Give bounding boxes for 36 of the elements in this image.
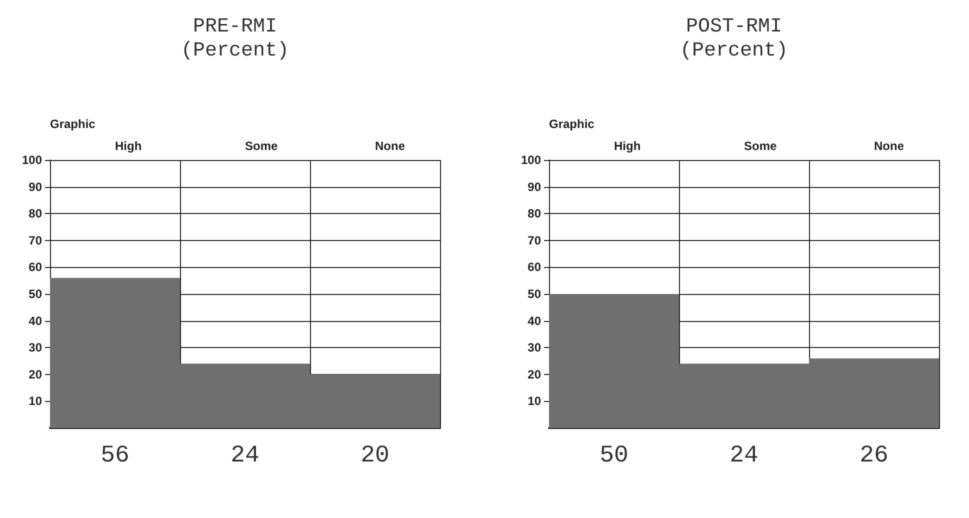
x-tick-label: None (874, 139, 904, 153)
chart-title: POST-RMI (Percent) (680, 16, 788, 62)
y-tick-label: 60 (28, 260, 42, 274)
y-tick-label: 90 (28, 180, 42, 194)
y-tick-label: 30 (28, 340, 42, 355)
y-tick-label: 80 (528, 206, 542, 221)
data-label: 56 (100, 442, 130, 470)
x-tick-label: Some (245, 139, 278, 153)
chart-title: PRE-RMI (Percent) (180, 16, 290, 62)
y-tick-label: 100 (520, 153, 542, 167)
y-tick-label: 40 (528, 314, 542, 328)
y-tick-label: 20 (28, 367, 42, 382)
data-label: 24 (230, 442, 260, 470)
y-tick-label: 80 (28, 206, 42, 221)
x-tick-label: High (614, 139, 641, 153)
data-label: 24 (730, 442, 758, 470)
y-tick-label: 70 (528, 233, 542, 248)
data-label: 26 (860, 442, 888, 470)
x-axis-title: Graphic (549, 117, 595, 131)
y-tick-label: 20 (528, 367, 542, 382)
y-tick-label: 30 (528, 340, 542, 355)
x-tick-label: Some (744, 139, 778, 153)
y-tick-label: 90 (528, 180, 542, 194)
y-tick-label: 100 (22, 153, 42, 167)
x-axis-title: Graphic (50, 117, 96, 131)
y-tick-label: 60 (528, 260, 542, 274)
data-label: 20 (360, 442, 390, 470)
x-tick-label: None (375, 139, 406, 153)
y-tick-label: 70 (28, 233, 42, 248)
x-tick-label: High (115, 139, 142, 153)
y-tick-label: 10 (528, 394, 542, 408)
y-tick-label: 50 (528, 287, 542, 301)
y-tick-label: 10 (28, 394, 42, 408)
data-label: 50 (600, 442, 628, 470)
y-tick-label: 50 (28, 287, 42, 301)
y-tick-label: 40 (28, 314, 42, 328)
